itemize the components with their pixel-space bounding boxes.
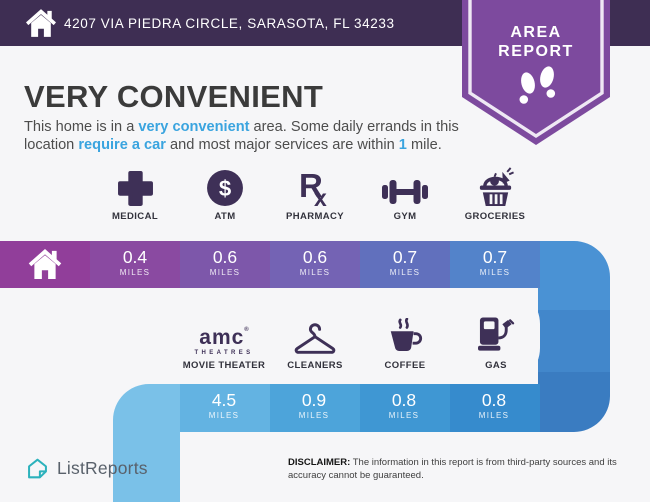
ribbon-seg-gas [450, 384, 540, 432]
svg-text:R: R [299, 167, 323, 204]
amenity-label: GAS [485, 360, 507, 371]
rating-description: This home is in a very convenient area. … [24, 118, 484, 154]
description-line-1: This home is in a very convenient area. … [24, 119, 459, 135]
ribbon-seg-atm [180, 241, 270, 288]
badge-inner-border [468, 0, 604, 139]
amenity-medical: MEDICAL [87, 163, 183, 222]
amenity-label: PHARMACY [285, 211, 345, 222]
badge-shape [462, 0, 610, 145]
area-report-badge: AREA REPORT [462, 0, 610, 145]
ribbon-home-icon [28, 249, 62, 279]
svg-text:x: x [314, 185, 327, 207]
listreports-logo: ListReports [26, 457, 148, 480]
description-line-2: location require a car and most major se… [24, 137, 442, 153]
amenity-label: MEDICAL [111, 211, 159, 222]
accent-require-a-car: require a car [78, 137, 166, 153]
ribbon-seg-medical [90, 241, 180, 288]
atm-dollar-icon: $ [207, 170, 243, 206]
distance-ribbon [0, 241, 610, 502]
amenity-movie-theater: amc® THEATRES MOVIE THEATER [176, 306, 272, 371]
brand-name: ListReports [57, 458, 148, 478]
ribbon-seg-coffee [360, 384, 450, 432]
ribbon-turn-right-mid [538, 310, 610, 372]
pharmacy-rx-icon: Rx [299, 167, 327, 207]
ribbon-turn-right-bottom [538, 372, 610, 432]
amenity-label: COFFEE [384, 360, 426, 371]
gym-dumbbell-icon [382, 180, 428, 204]
distance-cleaners: 0.9 MILES [298, 390, 330, 421]
ribbon-seg-groceries [450, 241, 540, 288]
gas-pump-icon [477, 317, 514, 351]
hanger-icon [294, 323, 336, 354]
ribbon-seg-cleaners [270, 384, 360, 432]
ribbon-seg-movie [180, 384, 270, 432]
amenity-label: ATM [214, 211, 236, 222]
groceries-basket-icon [479, 167, 514, 207]
amenity-gas: GAS [448, 306, 544, 371]
badge-title-line1: AREA [510, 24, 561, 41]
distance-movie-theater: 4.5 MILES [208, 390, 240, 421]
page-title: VERY CONVENIENT [24, 79, 324, 114]
footprints-icon [519, 66, 556, 104]
property-address: 4207 VIA PIEDRA CIRCLE, SARASOTA, FL 342… [64, 16, 395, 31]
accent-miles-number: 1 [398, 137, 407, 153]
medical-cross-icon [117, 171, 153, 206]
badge-title-line2: REPORT [498, 43, 574, 60]
amenity-cleaners: CLEANERS [267, 306, 363, 371]
distance-atm: 0.6 MILES [209, 247, 241, 278]
distance-pharmacy: 0.6 MILES [299, 247, 331, 278]
disclaimer-text: DISCLAIMER: The information in this repo… [288, 457, 617, 482]
distance-medical: 0.4 MILES [119, 247, 151, 278]
amenity-coffee: COFFEE [357, 306, 453, 371]
distance-gym: 0.7 MILES [389, 247, 421, 278]
ribbon-left-band [113, 384, 180, 502]
home-icon [26, 9, 56, 37]
amenity-label: GYM [393, 211, 417, 222]
amc-theatres-logo: amc® THEATRES [194, 326, 254, 356]
distance-gas: 0.8 MILES [478, 390, 510, 421]
amenity-label: MOVIE THEATER [182, 360, 266, 371]
listreports-house-icon [28, 458, 47, 479]
ribbon-seg-gym [360, 241, 450, 288]
distance-groceries: 0.7 MILES [479, 247, 511, 278]
amenity-label: GROCERIES [464, 211, 526, 222]
ribbon-turn-right-top [538, 241, 610, 311]
svg-text:$: $ [219, 176, 232, 201]
coffee-cup-icon [390, 318, 423, 352]
distance-coffee: 0.8 MILES [388, 390, 420, 421]
ribbon-seg-pharmacy [270, 241, 360, 288]
accent-very-convenient: very convenient [138, 119, 250, 135]
amenity-gym: GYM [357, 163, 453, 222]
amenity-groceries: GROCERIES [447, 163, 543, 222]
amenity-label: CLEANERS [287, 360, 343, 371]
amenity-atm: $ ATM [177, 163, 273, 222]
